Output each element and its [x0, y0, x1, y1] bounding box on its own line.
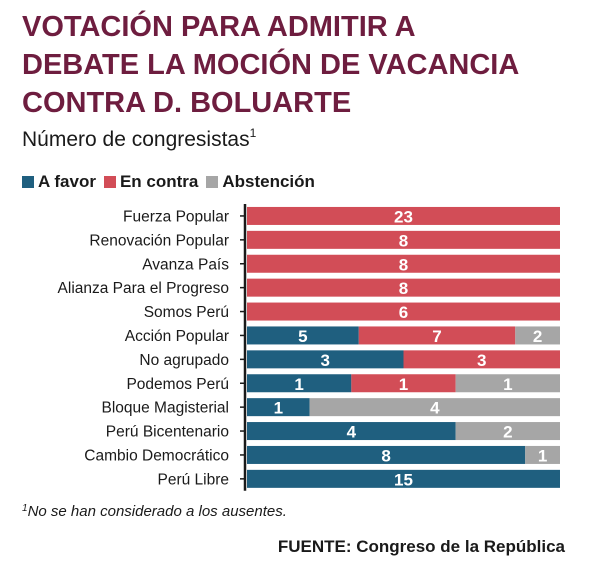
category-label: Bloque Magisterial — [101, 400, 229, 417]
bar-segment — [247, 230, 560, 249]
bar-segment — [358, 326, 516, 345]
data-label: 7 — [432, 327, 441, 346]
footnote-text: No se han considerado a los ausentes. — [27, 503, 287, 520]
bar-segment — [247, 398, 310, 417]
chart-legend: A favor En contra Abstención — [22, 171, 323, 193]
legend-item-a-favor: A favor — [22, 172, 96, 192]
category-label: Somos Perú — [144, 304, 229, 321]
bar-segment — [247, 422, 456, 441]
legend-swatch-a-favor — [22, 176, 34, 188]
legend-item-abstencion: Abstención — [206, 172, 315, 192]
footnote: 1No se han considerado a los ausentes. — [22, 503, 287, 520]
legend-label-abstencion: Abstención — [222, 172, 315, 191]
subtitle-text: Número de congresistas — [22, 128, 250, 151]
data-label: 5 — [298, 327, 307, 346]
data-label: 2 — [533, 327, 542, 346]
bar-segment — [247, 302, 560, 321]
bar-segment — [525, 445, 560, 464]
bar-segment — [515, 326, 560, 345]
subtitle-footnote-marker: 1 — [249, 126, 257, 140]
source-credit: FUENTE: Congreso de la República — [277, 537, 565, 556]
data-label: 4 — [347, 423, 357, 442]
chart-title-line: CONTRA D. BOLUARTE — [22, 87, 352, 119]
data-label: 3 — [477, 351, 486, 370]
data-label: 1 — [399, 375, 408, 394]
data-label: 1 — [274, 399, 283, 418]
data-label: 2 — [503, 423, 512, 442]
data-label: 8 — [399, 255, 408, 274]
category-label: Acción Popular — [125, 328, 229, 345]
bar-segment — [351, 374, 456, 393]
category-label: Renovación Popular — [89, 232, 229, 249]
data-label: 8 — [399, 279, 408, 298]
bar-segment — [247, 206, 560, 225]
bar-segment — [247, 469, 560, 488]
data-label: 4 — [430, 399, 440, 418]
bar-segment — [247, 326, 359, 345]
category-label: Avanza País — [142, 256, 229, 273]
bar-segment — [403, 350, 560, 369]
category-label: No agrupado — [139, 352, 229, 369]
bar-segment — [247, 374, 352, 393]
category-label: Perú Bicentenario — [106, 424, 229, 441]
data-label: 8 — [381, 446, 390, 465]
data-label: 8 — [399, 231, 408, 250]
chart-title-line: VOTACIÓN PARA ADMITIR A — [22, 11, 416, 43]
chart-title: VOTACIÓN PARA ADMITIR A DEBATE LA MOCIÓN… — [22, 8, 592, 122]
data-label: 1 — [294, 375, 303, 394]
legend-item-en-contra: En contra — [103, 172, 199, 192]
data-label: 3 — [321, 351, 330, 370]
data-label: 23 — [394, 207, 413, 226]
category-label: Podemos Perú — [126, 376, 229, 393]
bar-segment — [455, 374, 560, 393]
bar-segment — [247, 445, 526, 464]
legend-label-en-contra: En contra — [119, 172, 199, 191]
legend-swatch-en-contra — [103, 176, 116, 188]
data-label: 1 — [503, 375, 512, 394]
category-label: Perú Libre — [157, 471, 229, 488]
bar-segment — [247, 254, 560, 273]
legend-label-a-favor: A favor — [38, 172, 96, 191]
category-label: Fuerza Popular — [123, 208, 229, 225]
legend-swatch-abstencion — [206, 176, 219, 188]
chart-subtitle: Número de congresistas1 — [22, 126, 257, 152]
category-label: Alianza Para el Progreso — [58, 280, 229, 297]
data-label: 6 — [399, 303, 408, 322]
data-label: 15 — [394, 470, 413, 489]
data-label: 1 — [538, 446, 547, 465]
bar-segment — [247, 278, 560, 297]
footnote-marker: 1 — [22, 503, 28, 514]
bar-segment — [309, 398, 560, 417]
bar-segment — [455, 422, 560, 441]
category-label: Cambio Democrático — [84, 447, 229, 464]
bar-segment — [247, 350, 404, 369]
chart-title-line: DEBATE LA MOCIÓN DE VACANCIA — [22, 49, 520, 81]
